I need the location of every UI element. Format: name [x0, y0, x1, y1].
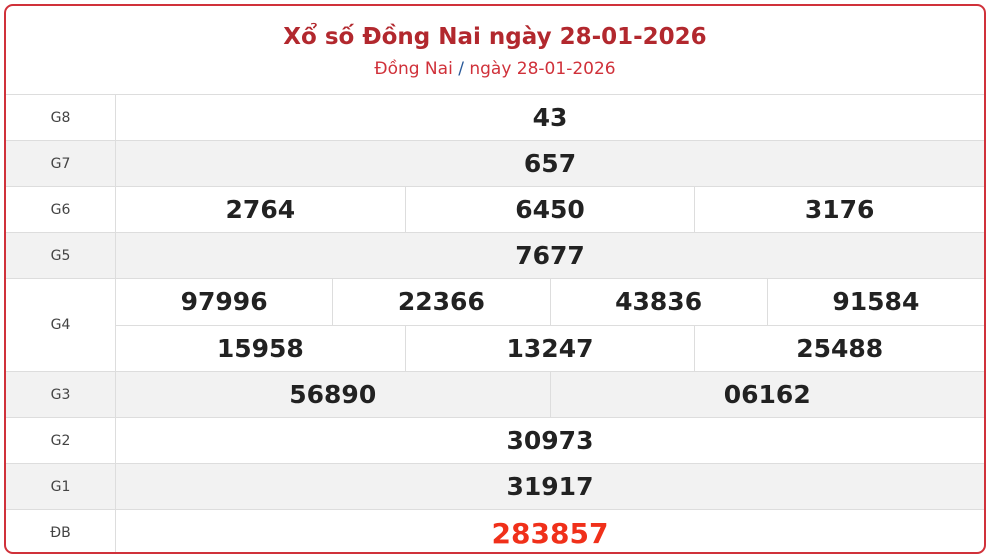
prize-values: 56890 06162	[116, 372, 984, 417]
prize-label: G8	[6, 95, 116, 140]
prize-values: 43	[116, 95, 984, 140]
prize-number: 3176	[694, 187, 984, 232]
prize-row-g4: G4 97996 22366 43836 91584 15958 13247 25488	[6, 279, 984, 372]
prize-number: 43836	[549, 279, 767, 325]
prize-values-row: 31917	[116, 464, 984, 509]
breadcrumb-province-link[interactable]: Đồng Nai	[374, 59, 453, 79]
results-table: G8 43 G7 657 G6 2764 6450 3176 G5 7677 G4 97996 2236…	[6, 95, 984, 552]
breadcrumb-date[interactable]: ngày 28-01-2026	[469, 59, 616, 79]
prize-values-row: 15958 13247 25488	[116, 324, 984, 371]
prize-values: 283857	[116, 510, 984, 552]
prize-values-row: 43	[116, 95, 984, 140]
prize-label: G5	[6, 233, 116, 278]
prize-label: G7	[6, 141, 116, 186]
prize-number: 7677	[515, 241, 585, 270]
prize-row-g3: G3 56890 06162	[6, 372, 984, 418]
prize-label: G3	[6, 372, 116, 417]
prize-row-g5: G5 7677	[6, 233, 984, 279]
prize-number: 6450	[404, 187, 695, 232]
prize-values-row: 30973	[116, 418, 984, 463]
special-prize-number: 283857	[491, 516, 609, 550]
breadcrumb-separator: /	[458, 59, 464, 79]
prize-row-g1: G1 31917	[6, 464, 984, 510]
prize-number: 97996	[180, 287, 268, 317]
prize-label: ĐB	[6, 510, 116, 552]
prize-values-row: 56890 06162	[116, 372, 984, 417]
page-title: Xổ số Đồng Nai ngày 28-01-2026	[283, 24, 707, 50]
prize-number: 13247	[404, 325, 695, 371]
results-header: Xổ số Đồng Nai ngày 28-01-2026 Đồng Nai …	[6, 6, 984, 95]
prize-row-đb: ĐB 283857	[6, 510, 984, 552]
prize-number: 657	[523, 149, 577, 178]
prize-number: 91584	[766, 279, 984, 325]
prize-values: 657	[116, 141, 984, 186]
prize-values-row: 657	[116, 141, 984, 186]
prize-values-row: 283857	[116, 510, 984, 552]
prize-values: 97996 22366 43836 91584 15958 13247 25488	[116, 279, 984, 371]
prize-values-row: 7677	[116, 233, 984, 278]
prize-number: 06162	[549, 372, 985, 417]
prize-number: 22366	[332, 279, 549, 325]
prize-row-g8: G8 43	[6, 95, 984, 141]
prize-number: 30973	[506, 426, 594, 455]
prize-number: 15958	[216, 333, 304, 363]
prize-row-g2: G2 30973	[6, 418, 984, 464]
prize-number: 2764	[225, 195, 296, 224]
prize-label: G4	[6, 279, 116, 371]
lottery-results-card: Xổ số Đồng Nai ngày 28-01-2026 Đồng Nai …	[4, 4, 986, 554]
prize-label: G1	[6, 464, 116, 509]
prize-row-g6: G6 2764 6450 3176	[6, 187, 984, 233]
prize-values: 30973	[116, 418, 984, 463]
prize-number: 31917	[506, 472, 594, 501]
prize-values: 7677	[116, 233, 984, 278]
prize-number: 56890	[289, 380, 377, 409]
prize-values: 31917	[116, 464, 984, 509]
prize-label: G2	[6, 418, 116, 463]
prize-label: G6	[6, 187, 116, 232]
prize-number: 43	[532, 103, 568, 132]
breadcrumb: Đồng Nai / ngày 28-01-2026	[6, 58, 984, 80]
prize-number: 25488	[694, 325, 984, 371]
prize-values-row: 97996 22366 43836 91584	[116, 279, 984, 325]
prize-row-g7: G7 657	[6, 141, 984, 187]
prize-values: 2764 6450 3176	[116, 187, 984, 232]
prize-values-row: 2764 6450 3176	[116, 187, 984, 232]
